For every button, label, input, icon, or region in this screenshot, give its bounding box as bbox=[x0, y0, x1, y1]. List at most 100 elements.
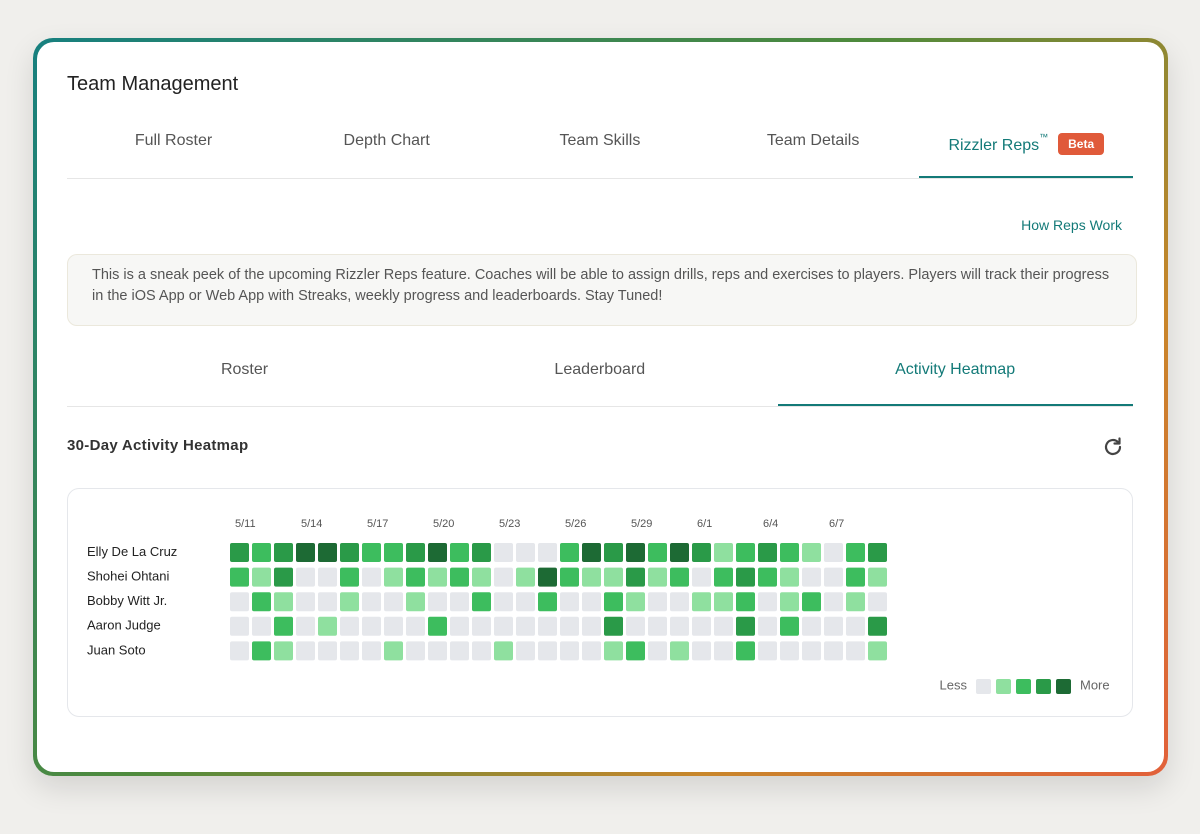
legend-more: More bbox=[1080, 677, 1110, 692]
heatmap-cell bbox=[692, 616, 711, 636]
heatmap-cell bbox=[802, 616, 821, 636]
heatmap-cell bbox=[362, 641, 381, 661]
heatmap-cell bbox=[362, 543, 381, 562]
refresh-button[interactable] bbox=[1101, 435, 1125, 459]
heatmap-cell bbox=[824, 616, 843, 636]
heatmap-cell bbox=[318, 641, 337, 661]
heatmap-cell bbox=[736, 616, 755, 636]
heatmap-cell bbox=[626, 567, 645, 587]
heatmap-cell bbox=[714, 616, 733, 636]
heatmap-cell bbox=[714, 543, 733, 562]
heatmap-cell bbox=[472, 616, 491, 636]
heatmap-cell bbox=[560, 592, 579, 612]
heatmap-cell bbox=[560, 616, 579, 636]
heatmap-cell bbox=[362, 567, 381, 587]
legend-swatch bbox=[996, 679, 1011, 694]
heatmap-cell bbox=[406, 543, 425, 562]
section-title: 30-Day Activity Heatmap bbox=[67, 437, 249, 454]
sub-tab[interactable]: Activity Heatmap bbox=[895, 361, 1016, 378]
heatmap-cell bbox=[802, 543, 821, 562]
heatmap-cell bbox=[868, 592, 887, 612]
legend-swatch bbox=[976, 679, 991, 694]
sub-tab[interactable]: Leaderboard bbox=[554, 361, 646, 378]
heatmap-cell bbox=[582, 567, 601, 587]
heatmap-cell bbox=[626, 641, 645, 661]
heatmap-cell bbox=[758, 543, 777, 562]
heatmap-cell bbox=[780, 616, 799, 636]
heatmap-cell bbox=[362, 592, 381, 612]
heatmap-cell bbox=[692, 592, 711, 612]
heatmap-cell bbox=[296, 567, 315, 587]
heatmap-cell bbox=[582, 592, 601, 612]
heatmap-cell bbox=[692, 567, 711, 587]
help-link[interactable]: How Reps Work bbox=[1021, 217, 1122, 233]
beta-badge: Beta bbox=[1058, 133, 1105, 155]
heatmap-cell bbox=[516, 567, 535, 587]
heatmap-cell bbox=[758, 641, 777, 661]
heatmap-cell bbox=[296, 616, 315, 636]
heatmap-cell bbox=[318, 543, 337, 562]
heatmap-cell bbox=[670, 543, 689, 562]
heatmap-cell bbox=[274, 641, 293, 661]
heatmap-cell bbox=[428, 567, 447, 587]
heatmap-cell bbox=[736, 592, 755, 612]
heatmap-cell bbox=[428, 592, 447, 612]
heatmap-cell bbox=[758, 567, 777, 587]
heatmap-cell bbox=[230, 641, 249, 661]
heatmap-cell bbox=[846, 543, 865, 562]
heatmap-cell bbox=[604, 567, 623, 587]
heatmap-cell bbox=[252, 641, 271, 661]
heatmap-cell bbox=[340, 641, 359, 661]
date-label: 6/4 bbox=[763, 518, 778, 530]
heatmap-cell bbox=[230, 592, 249, 612]
tab[interactable]: Depth Chart bbox=[280, 132, 493, 150]
date-label: 5/17 bbox=[367, 518, 388, 530]
notice: This is a sneak peek of the upcoming Riz… bbox=[67, 254, 1137, 326]
active-subtab-underline bbox=[778, 404, 1133, 406]
tab-label: Depth Chart bbox=[343, 132, 430, 149]
heatmap-cell bbox=[472, 567, 491, 587]
heatmap-cell bbox=[318, 616, 337, 636]
heatmap-cell bbox=[868, 616, 887, 636]
heatmap-cell bbox=[274, 592, 293, 612]
heatmap-cell bbox=[714, 592, 733, 612]
heatmap-cell bbox=[824, 641, 843, 661]
heatmap-cell bbox=[648, 567, 667, 587]
legend-swatch bbox=[1056, 679, 1071, 694]
heatmap-cell bbox=[802, 641, 821, 661]
sub-tab[interactable]: Roster bbox=[220, 361, 269, 378]
date-label: 5/23 bbox=[499, 518, 520, 530]
heatmap-cell bbox=[626, 616, 645, 636]
player-name: Elly De La Cruz bbox=[87, 544, 177, 559]
heatmap-cell bbox=[582, 543, 601, 562]
heatmap-cell bbox=[428, 641, 447, 661]
heatmap-cell bbox=[274, 616, 293, 636]
date-label: 6/1 bbox=[697, 518, 712, 530]
tab[interactable]: Team Skills bbox=[493, 132, 706, 150]
heatmap-cell bbox=[252, 567, 271, 587]
heatmap-cell bbox=[450, 543, 469, 562]
date-label: 5/14 bbox=[301, 518, 322, 530]
heatmap-cell bbox=[692, 641, 711, 661]
heatmap-cell bbox=[714, 567, 733, 587]
heatmap-cell bbox=[582, 616, 601, 636]
heatmap-cell bbox=[252, 616, 271, 636]
heatmap-cell bbox=[450, 616, 469, 636]
player-name: Shohei Ohtani bbox=[87, 569, 170, 584]
tab[interactable]: Full Roster bbox=[67, 132, 280, 150]
heatmap-cell bbox=[406, 567, 425, 587]
tab[interactable]: Team Details bbox=[707, 132, 920, 150]
heatmap-cell bbox=[516, 592, 535, 612]
tab[interactable]: Rizzler Reps™ Beta bbox=[920, 132, 1133, 155]
heatmap-cell bbox=[560, 641, 579, 661]
heatmap-cell bbox=[802, 592, 821, 612]
legend-swatch bbox=[1016, 679, 1031, 694]
heatmap-cell bbox=[318, 567, 337, 587]
heatmap-cell bbox=[692, 543, 711, 562]
legend-less: Less bbox=[940, 677, 968, 692]
heatmap-cell bbox=[230, 616, 249, 636]
heatmap-cell bbox=[648, 543, 667, 562]
heatmap-cell bbox=[428, 616, 447, 636]
heatmap-cell bbox=[494, 567, 513, 587]
heatmap-cell bbox=[516, 641, 535, 661]
